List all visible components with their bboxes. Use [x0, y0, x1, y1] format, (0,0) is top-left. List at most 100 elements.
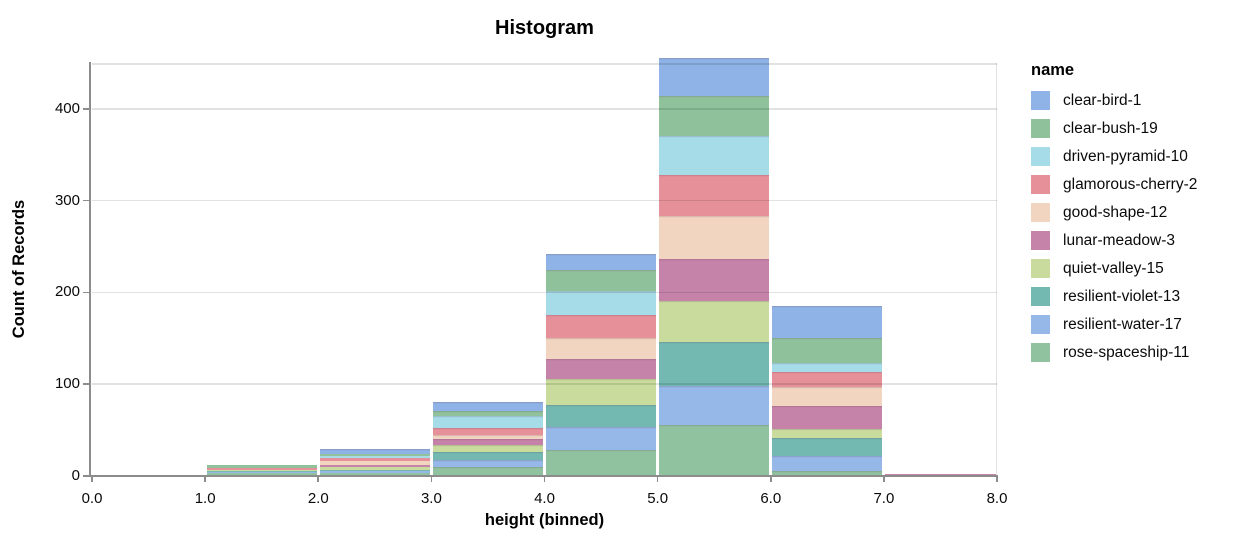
x-axis-tick [883, 477, 885, 482]
legend-item: resilient-violet-13 [1031, 287, 1197, 306]
bar-segment [772, 455, 883, 472]
x-axis-tick-label: 6.0 [760, 490, 782, 507]
legend-label: good-shape-12 [1063, 204, 1168, 221]
legend-item: clear-bird-1 [1031, 91, 1197, 110]
bar-segment [319, 469, 430, 472]
bar-segment [772, 363, 883, 373]
bar-segment [432, 444, 543, 453]
x-axis-tick-label: 4.0 [534, 490, 555, 507]
legend-label: resilient-water-17 [1063, 316, 1182, 333]
bar-segment [772, 338, 883, 364]
y-axis-tick-label: 200 [54, 283, 80, 301]
bar-segment [546, 378, 657, 406]
y-axis-tick [83, 383, 89, 386]
x-axis-tick [91, 477, 93, 482]
x-axis-tick-label: 2.0 [307, 490, 329, 507]
legend-item: quiet-valley-15 [1031, 259, 1197, 278]
x-axis-tick [204, 477, 206, 482]
bar-segment [659, 424, 770, 476]
bar-segment [546, 290, 657, 316]
bar-segment [546, 405, 657, 428]
bar-segment [432, 401, 543, 411]
bar-segment [546, 427, 657, 451]
chart-title: Histogram [495, 17, 594, 39]
legend-items: clear-bird-1 clear-bush-19 driven-pyramid-… [1031, 91, 1197, 362]
legend-item: resilient-water-17 [1031, 315, 1197, 334]
bar-segment [432, 428, 543, 435]
bar-segment [432, 452, 543, 461]
x-axis-tick [317, 477, 320, 482]
x-axis-title: height (binned) [484, 511, 605, 529]
x-axis-tick [543, 477, 546, 482]
legend-label: lunar-meadow-3 [1063, 232, 1175, 249]
y-axis-tick [83, 291, 89, 294]
bar-segment [546, 450, 657, 476]
bar-segment [659, 58, 770, 97]
bar-segment [206, 470, 317, 473]
bar-segment [206, 472, 317, 474]
bar-segment [546, 358, 657, 379]
legend-item: driven-pyramid-10 [1031, 147, 1197, 166]
legend-item: glamorous-cherry-2 [1031, 175, 1197, 194]
x-axis-tick [656, 477, 659, 482]
bar-segment [319, 471, 430, 474]
y-axis-tick [83, 199, 89, 202]
x-axis-tick-label: 7.0 [873, 490, 895, 507]
bar-segment [772, 306, 883, 339]
bar-segment [659, 300, 770, 343]
bar-segment [659, 135, 770, 175]
x-axis-tick-label: 3.0 [420, 490, 442, 507]
bar-segment [432, 434, 543, 440]
legend-swatch [1031, 315, 1050, 334]
x-axis-tick [769, 477, 772, 482]
legend-item: good-shape-12 [1031, 203, 1197, 222]
bar-segment [432, 439, 543, 445]
legend-label: quiet-valley-15 [1063, 260, 1164, 277]
legend-swatch [1031, 287, 1050, 306]
x-axis-tick-label: 5.0 [647, 490, 669, 507]
bar-segment [659, 342, 770, 387]
legend-swatch [1031, 343, 1050, 362]
bar-stack [319, 449, 430, 476]
x-axis-tick-label: 1.0 [194, 490, 216, 507]
x-axis-tick [430, 477, 433, 482]
bar-segment [659, 259, 770, 301]
bar-stack [206, 465, 317, 476]
legend-item: lunar-meadow-3 [1031, 231, 1197, 250]
bar-segment [432, 460, 543, 467]
bar-segment [659, 174, 770, 217]
y-axis-tick-label: 400 [54, 99, 80, 117]
bar-stack [772, 306, 883, 476]
bar-segment [319, 461, 430, 465]
legend-label: clear-bird-1 [1063, 92, 1142, 109]
bar-segment [432, 416, 543, 429]
legend-swatch [1031, 147, 1050, 166]
legend-label: rose-spaceship-11 [1063, 344, 1190, 361]
bar-segment [319, 465, 430, 467]
bar-segment [546, 270, 657, 291]
y-axis-tick-label: 0 [71, 467, 80, 484]
y-axis-domain-line [89, 62, 91, 477]
legend-label: resilient-violet-13 [1063, 288, 1181, 305]
x-axis-tick [996, 477, 998, 482]
bar-segment [432, 466, 543, 476]
bar-segment [659, 96, 770, 136]
x-axis-tick-label: 0.0 [81, 490, 103, 507]
legend-swatch [1031, 91, 1050, 110]
legend-swatch [1031, 203, 1050, 222]
plot-area [92, 58, 997, 476]
bar-segment [772, 386, 883, 407]
bar-segment [546, 315, 657, 339]
y-axis-tick [83, 475, 89, 477]
bar-segment [772, 429, 883, 439]
bar-segment [885, 474, 996, 476]
bar-segment [772, 372, 883, 387]
bar-segment [319, 449, 430, 454]
bar-segment [772, 471, 883, 476]
bar-segment [319, 466, 430, 470]
legend-swatch [1031, 175, 1050, 194]
legend-item: clear-bush-19 [1031, 119, 1197, 138]
bar-segment [206, 465, 317, 468]
x-axis-tick-label: 8.0 [986, 490, 1008, 507]
